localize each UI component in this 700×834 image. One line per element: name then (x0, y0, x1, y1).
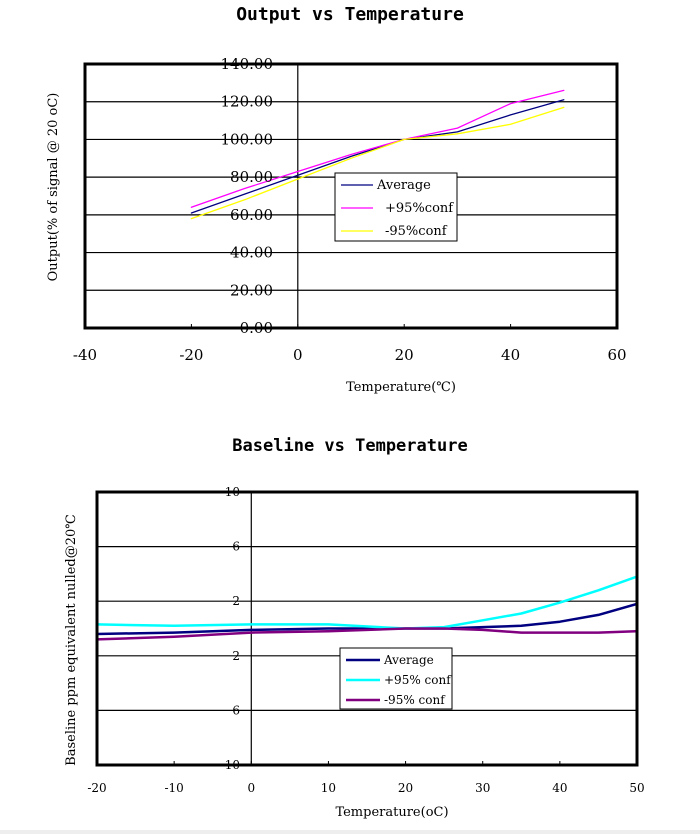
x-tick-label: 60 (607, 346, 626, 364)
y-tick-label: 10 (225, 758, 240, 772)
y-tick-label: 140.00 (221, 55, 274, 73)
x-tick-label: 10 (321, 781, 336, 795)
x-tick-label: 30 (475, 781, 490, 795)
y-tick-label: 10 (225, 485, 240, 499)
series-line--95-conf (95, 575, 639, 630)
x-tick-label: 40 (552, 781, 567, 795)
x-axis-title: Temperature(oC) (335, 805, 448, 820)
x-tick-label: 20 (398, 781, 413, 795)
x-tick-label: -20 (87, 781, 106, 795)
series-line--95-conf (190, 106, 565, 220)
x-tick-label: -20 (179, 346, 203, 364)
y-tick-label: 40.00 (230, 244, 273, 262)
chart1-title: Output vs Temperature (236, 4, 464, 25)
x-tick-label: 0 (247, 781, 255, 795)
legend-label: Average (383, 653, 434, 667)
y-tick-label: 0.00 (240, 319, 273, 337)
x-tick-label: 40 (501, 346, 520, 364)
y-tick-label: 2 (232, 594, 240, 608)
y-tick-label: 6 (232, 540, 240, 554)
series-line--95-conf (95, 627, 639, 641)
x-tick-label: -40 (73, 346, 97, 364)
y-axis-title: Baseline ppm equivalent nulled@20℃ (64, 514, 79, 766)
chart-2: 10 6 2 2 6 10 -20 -10 0 10 20 30 40 50 Temperature(oC)… (64, 485, 645, 820)
x-tick-label: -10 (164, 781, 183, 795)
legend-label: -95%conf (385, 224, 448, 239)
x-axis-title: Temperature(℃) (346, 380, 456, 395)
y-tick-label: 100.00 (221, 130, 274, 148)
y-tick-label: 60.00 (230, 206, 273, 224)
x-tick-label: 50 (629, 781, 644, 795)
chart-1: 0.00 20.00 40.00 60.00 80.00 100.00 120.00 140.… (46, 55, 627, 395)
legend-box (334, 172, 458, 242)
series-line-average (190, 99, 565, 214)
chart2-title: Baseline vs Temperature (232, 436, 468, 456)
legend-label: Average (376, 178, 431, 193)
y-tick-label: 6 (232, 703, 240, 717)
series-line--95-conf (190, 89, 565, 208)
plot-frame (95, 490, 639, 767)
y-tick-label: 120.00 (221, 93, 274, 111)
legend: Average +95%conf -95%conf (334, 172, 458, 242)
plot-frame (83, 62, 619, 330)
legend: Average +95% conf -95% conf (339, 647, 453, 710)
legend-label: +95%conf (385, 201, 454, 216)
bottom-strip (0, 830, 700, 834)
y-tick-label: 2 (232, 649, 240, 663)
x-tick-label: 0 (293, 346, 303, 364)
legend-label: +95% conf (384, 673, 452, 687)
y-tick-label: 80.00 (230, 168, 273, 186)
y-tick-label: 20.00 (230, 281, 273, 299)
y-axis-title: Output(% of signal @ 20 oC) (46, 93, 61, 282)
x-tick-label: 20 (395, 346, 414, 364)
legend-label: -95% conf (384, 693, 446, 707)
